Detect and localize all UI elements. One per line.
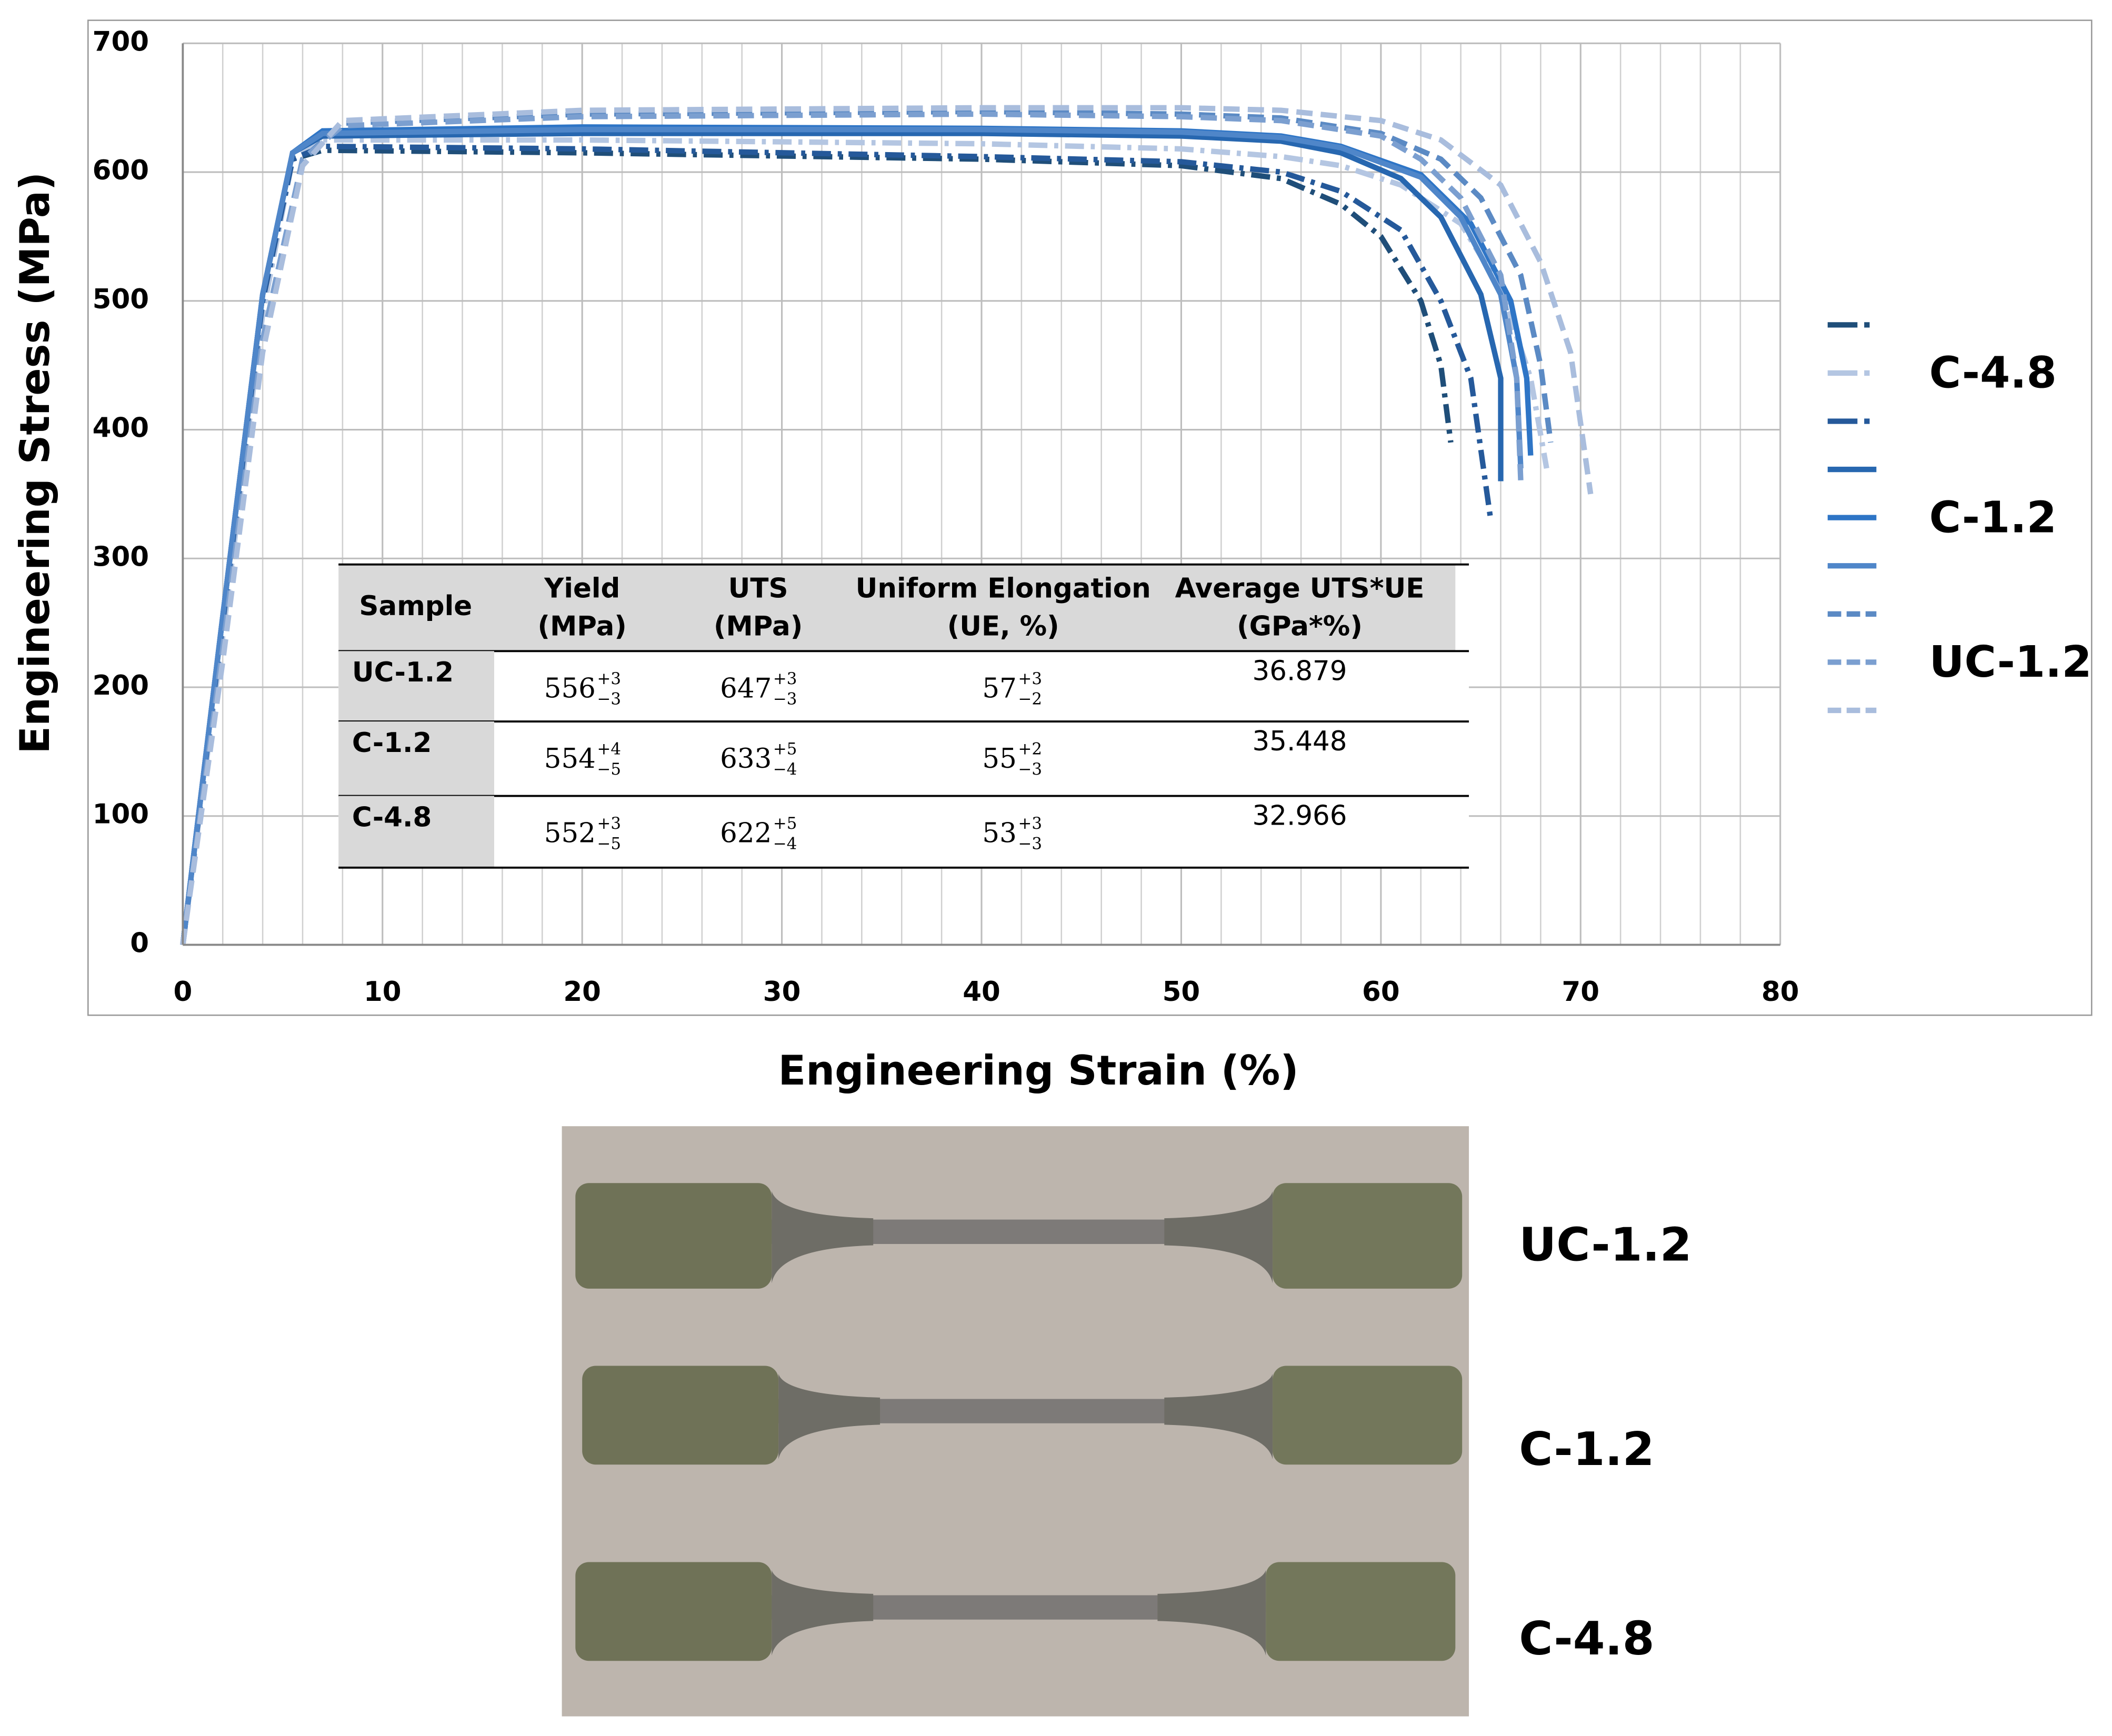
header-cell: UTS <box>728 573 788 605</box>
header-cell: (GPa*%) <box>1237 611 1363 643</box>
sample-cell: C-1.2 <box>352 727 432 759</box>
sample-cell-background <box>338 796 494 868</box>
specimen-grip <box>582 1366 779 1465</box>
x-tick-label: 60 <box>1362 976 1400 1008</box>
plus-error: +3 <box>773 669 797 688</box>
y-tick-label: 700 <box>93 26 149 57</box>
specimen-grip <box>575 1183 772 1289</box>
header-cell: Average UTS*UE <box>1175 573 1425 605</box>
plus-error: +5 <box>773 740 797 759</box>
header-cell: Sample <box>359 590 472 622</box>
x-tick-label: 20 <box>563 976 601 1008</box>
specimen-neck <box>772 1191 874 1283</box>
specimen-grip <box>1273 1183 1463 1289</box>
sample-cell: C-4.8 <box>352 801 432 833</box>
y-tick-label: 100 <box>93 799 149 830</box>
photo-label: UC-1.2 <box>1519 1218 1691 1272</box>
sample-cell-background <box>338 651 494 722</box>
y-tick-label: 300 <box>93 541 149 573</box>
header-background <box>338 564 1456 651</box>
header-cell: (UE, %) <box>947 611 1059 643</box>
legend: C-4.8 C-1.2 UC-1.2 <box>1827 322 2092 714</box>
specimen-grip <box>1273 1366 1463 1465</box>
plot-lines <box>180 105 1594 946</box>
plus-error: +3 <box>1018 669 1042 688</box>
value-cell: 633 <box>720 743 772 775</box>
y-axis-title: Engineering Stress (MPa) <box>12 172 59 754</box>
minus-error: −3 <box>1018 835 1042 854</box>
sample-cell: UC-1.2 <box>352 657 454 688</box>
plus-error: +3 <box>597 669 621 688</box>
x-tick-label: 40 <box>963 976 1000 1008</box>
sample-cell-background <box>338 721 494 796</box>
value-cell: 55 <box>982 743 1016 775</box>
minus-error: −2 <box>1018 689 1042 708</box>
legend-label: C-4.8 <box>1929 348 2057 398</box>
value-cell: 622 <box>720 818 772 849</box>
value-cell: 35.448 <box>1253 726 1347 757</box>
specimen-grip <box>575 1562 772 1661</box>
value-cell: 552 <box>544 818 596 849</box>
photo-label: C-1.2 <box>1519 1422 1654 1476</box>
minus-error: −4 <box>773 835 797 854</box>
plus-error: +2 <box>1018 740 1042 759</box>
minus-error: −5 <box>597 835 621 854</box>
summary-table: Sample Yield (MPa) UTS (MPa) Uniform Elongati… <box>338 563 1469 869</box>
plus-error: +5 <box>773 814 797 833</box>
specimen-neck <box>772 1570 874 1655</box>
minus-error: −5 <box>597 760 621 779</box>
x-tick-label: 30 <box>763 976 801 1008</box>
specimen-neck <box>1164 1373 1273 1459</box>
legend-label: UC-1.2 <box>1929 637 2092 687</box>
specimen-neck <box>1157 1570 1266 1655</box>
value-cell: 647 <box>720 673 772 704</box>
minus-error: −3 <box>773 689 797 708</box>
value-cell: 53 <box>982 818 1016 849</box>
x-tick-label: 10 <box>364 976 402 1008</box>
header-cell: (MPa) <box>538 611 627 643</box>
legend-label: C-1.2 <box>1929 493 2057 543</box>
specimen-photo: UC-1.2 C-1.2 C-4.8 <box>562 1126 1692 1717</box>
y-tick-label: 600 <box>93 155 149 186</box>
header-cell: Yield <box>544 573 620 605</box>
value-cell: 556 <box>544 673 596 704</box>
data-line <box>180 137 1549 946</box>
photo-label: C-4.8 <box>1519 1612 1654 1665</box>
y-tick-label: 400 <box>93 413 149 444</box>
plus-error: +3 <box>597 814 621 833</box>
x-tick-label: 0 <box>173 976 192 1008</box>
plus-error: +3 <box>1018 814 1042 833</box>
x-axis-title: Engineering Strain (%) <box>778 1047 1299 1095</box>
header-cell: (MPa) <box>714 611 803 643</box>
specimen-neck <box>778 1373 880 1459</box>
axes: 0 100 200 300 400 500 600 700 0 10 20 30 40 50 60 70 80 <box>93 26 1799 1008</box>
value-cell: 57 <box>982 673 1016 704</box>
minus-error: −4 <box>773 760 797 779</box>
value-cell: 36.879 <box>1253 655 1347 687</box>
header-cell: Uniform Elongation <box>856 573 1151 605</box>
specimen-grip <box>1266 1562 1456 1661</box>
data-line <box>180 127 1524 946</box>
y-tick-label: 500 <box>93 284 149 315</box>
minus-error: −3 <box>1018 760 1042 779</box>
x-tick-label: 80 <box>1761 976 1799 1008</box>
x-tick-label: 50 <box>1163 976 1200 1008</box>
minus-error: −3 <box>597 689 621 708</box>
y-tick-label: 0 <box>130 927 149 959</box>
value-cell: 554 <box>544 743 596 775</box>
x-tick-label: 70 <box>1562 976 1599 1008</box>
specimen-neck <box>1164 1191 1273 1283</box>
plus-error: +4 <box>597 740 621 759</box>
y-tick-label: 200 <box>93 670 149 701</box>
data-line <box>180 105 1594 946</box>
value-cell: 32.966 <box>1253 800 1347 832</box>
